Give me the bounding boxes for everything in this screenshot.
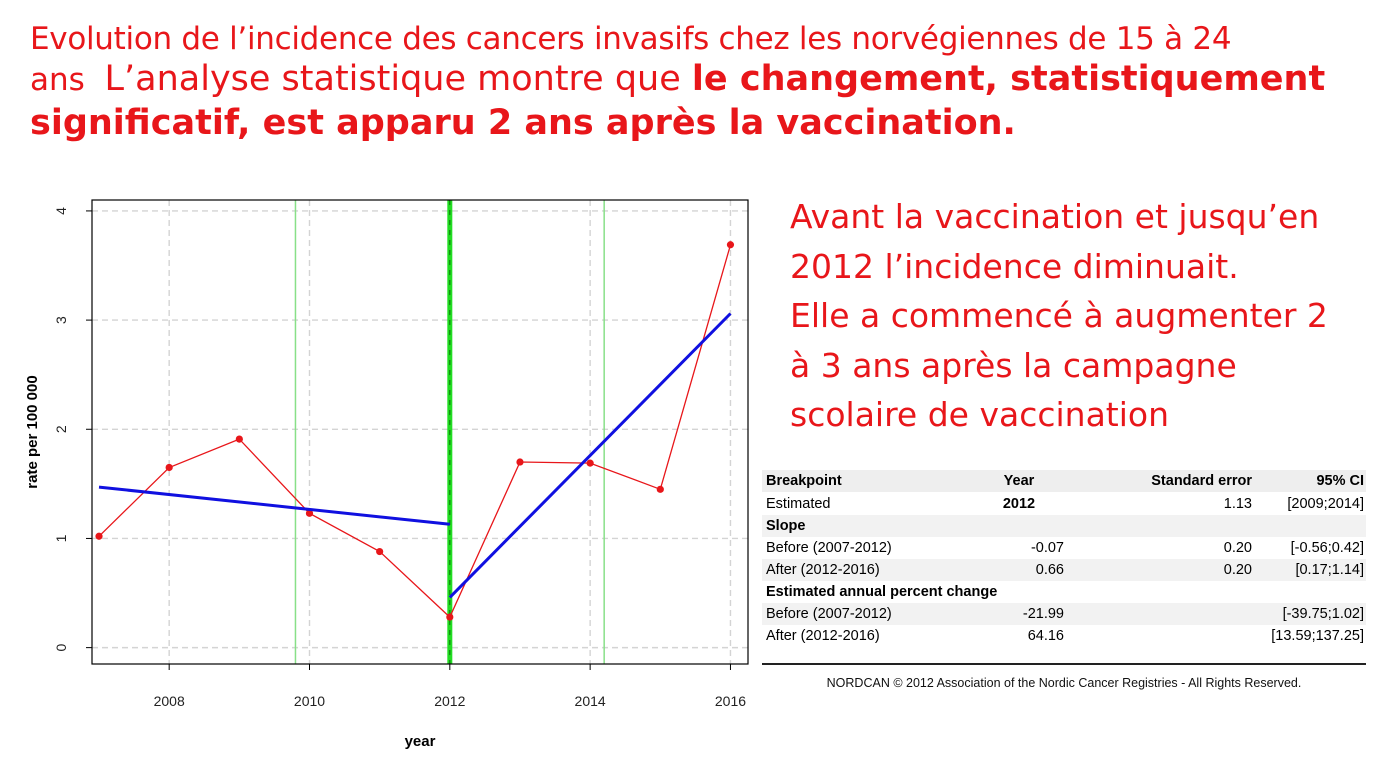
data-point [165,463,173,472]
fitted-trend-line [448,312,732,599]
y-tick-label: 3 [53,316,69,324]
side-line: 2012 l’incidence diminuait. [790,246,1239,286]
title-line-2-text: L’analyse statistique montre que [104,59,692,100]
x-tick-label: 2012 [434,693,465,709]
y-tick-label: 2 [53,425,69,433]
stats-section-slope: Slope [762,515,1366,537]
joinpoint-stats-table: Breakpoint Year Standard error 95% CI Es… [762,470,1366,647]
cell-se: 0.20 [1068,559,1256,581]
data-point [305,509,314,517]
section-label: Slope [762,515,1366,537]
x-tick-label: 2014 [575,693,606,709]
cell-se: 0.20 [1223,540,1252,556]
cell-ci: [13.59;137.25] [1271,628,1364,644]
data-point [726,241,735,249]
observed-rate-line [98,244,732,619]
cell-value: -21.99 [970,603,1068,625]
stats-header-row: Breakpoint Year Standard error 95% CI [762,470,1366,493]
stats-row-slope-after: After (2012-2016) 0.66 0.20 [0.17;1.14] [762,559,1366,581]
plot-frame [91,199,749,665]
title-line-2: ans L’analyse statistique montre que le … [30,58,1370,101]
data-point [656,485,664,493]
cell-value: 64.16 [1027,628,1064,644]
data-point [516,458,524,466]
stats-section-apc: Estimated annual percent change [762,581,1366,603]
side-line: à 3 ans après la campagne [790,345,1237,385]
header-breakpoint: Breakpoint [762,470,970,493]
y-tick-label: 0 [53,644,69,652]
stats-row-apc-before: Before (2007-2012) -21.99 [-39.75;1.02] [762,603,1366,625]
data-point [586,459,594,467]
header-standard-error: Standard error [1068,470,1256,493]
data-point [95,532,103,540]
cell-se [1068,625,1256,647]
side-commentary: Avant la vaccination et jusqu’en 2012 l’… [790,192,1350,440]
side-line: Avant la vaccination et jusqu’en [790,197,1320,236]
stats-row-slope-before: Before (2007-2012) -0.07 0.20 [-0.56;0.4… [762,537,1366,559]
side-line: Elle a commencé à augmenter 2 [790,296,1328,335]
header-ci: 95% CI [1256,470,1366,493]
title-line-3: significatif, est apparu 2 ans après la … [30,102,1016,143]
cell-label: After (2012-2016) [762,559,970,581]
cell-se [1068,603,1256,625]
fitted-trend-line [98,485,450,526]
copyright-notice: NORDCAN © 2012 Association of the Nordic… [826,676,1302,690]
data-point [376,547,384,556]
section-label: Estimated annual percent change [766,584,998,600]
incidence-chart: 2008 2010 2012 2014 2016 0 1 2 3 4 year rate per 10… [24,199,749,750]
cell-label: Before (2007-2012) [766,540,892,556]
cell-value: -0.07 [1030,540,1064,556]
data-point [235,435,243,443]
cell-label: Estimated [766,496,831,512]
x-tick-label: 2010 [294,693,325,709]
data-point [446,613,454,621]
table-bottom-rule [762,663,1366,665]
y-tick-label: 1 [53,534,69,542]
cell-value: 0.66 [970,559,1068,581]
cell-year: 2012 [1002,496,1036,512]
title-line-1: Evolution de l’incidence des cancers inv… [30,21,1232,57]
cell-ci: [2009;2014] [1287,496,1364,512]
cell-label: Before (2007-2012) [762,603,970,625]
cell-label: After (2012-2016) [766,628,880,644]
title-line-2-small: ans [30,62,85,99]
slide-title: Evolution de l’incidence des cancers inv… [30,20,1370,145]
y-axis-title: rate per 100 000 [24,375,41,488]
stats-row-apc-after: After (2012-2016) 64.16 [13.59;137.25] [762,625,1366,647]
x-tick-label: 2016 [715,693,746,709]
cell-ci: [-39.75;1.02] [1256,603,1366,625]
header-year: Year [970,470,1068,493]
side-line: scolaire de vaccination [790,395,1170,434]
title-line-2-bold: le changement, statistiquement [691,59,1326,100]
x-axis-title: year [405,733,436,750]
x-tick-label: 2008 [154,693,185,709]
cell-se: 1.13 [1223,496,1252,512]
cell-ci: [0.17;1.14] [1256,559,1366,581]
cell-ci: [-0.56;0.42] [1290,540,1364,556]
stats-row-estimated: Estimated 2012 1.13 [2009;2014] [762,493,1366,516]
y-tick-label: 4 [53,207,69,215]
